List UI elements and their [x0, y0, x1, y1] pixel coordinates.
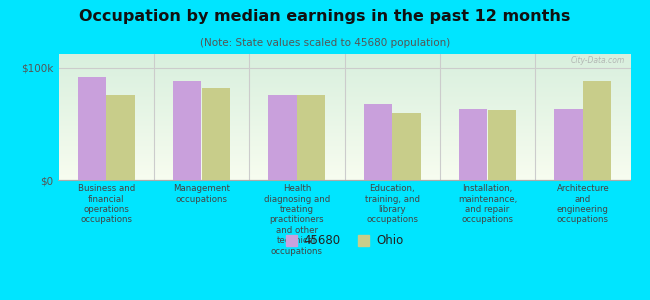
Bar — [392, 112, 421, 180]
Bar — [459, 109, 488, 180]
Bar — [583, 81, 612, 180]
Bar — [297, 94, 326, 180]
Text: (Note: State values scaled to 45680 population): (Note: State values scaled to 45680 popu… — [200, 38, 450, 47]
Bar — [363, 103, 392, 180]
Bar — [77, 76, 106, 180]
Bar — [268, 94, 297, 180]
Text: City-Data.com: City-Data.com — [571, 56, 625, 65]
Bar — [488, 110, 516, 180]
Bar — [554, 109, 583, 180]
Text: Occupation by median earnings in the past 12 months: Occupation by median earnings in the pas… — [79, 9, 571, 24]
Bar — [202, 88, 230, 180]
Bar — [173, 81, 202, 180]
Bar — [106, 94, 135, 180]
Legend: 45680, Ohio: 45680, Ohio — [281, 230, 408, 252]
